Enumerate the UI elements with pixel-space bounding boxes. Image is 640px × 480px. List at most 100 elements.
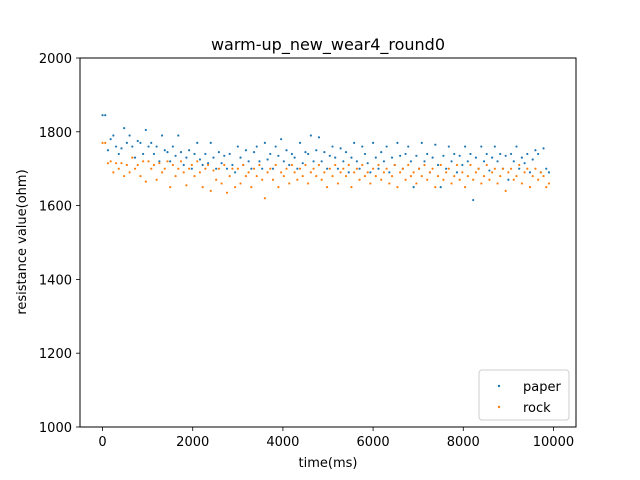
point-rock-140 (480, 182, 483, 185)
point-paper-69 (288, 163, 291, 167)
point-paper-143 (488, 169, 491, 172)
point-rock-41 (212, 169, 215, 172)
point-paper-54 (247, 160, 250, 163)
point-rock-124 (436, 174, 440, 178)
point-rock-103 (380, 178, 383, 181)
point-paper-102 (377, 167, 380, 170)
x-axis-ticks: 0 2000 4000 6000 8000 10000 (98, 427, 574, 450)
point-paper-56 (252, 151, 256, 154)
point-rock-122 (431, 167, 434, 170)
point-paper-90 (344, 151, 348, 154)
point-paper-140 (480, 145, 483, 148)
legend: paper rock (478, 369, 570, 421)
point-paper-70 (290, 152, 294, 156)
point-paper-163 (542, 147, 545, 150)
point-rock-115 (412, 171, 415, 174)
point-paper-37 (201, 163, 204, 167)
point-rock-62 (269, 167, 272, 170)
point-rock-49 (234, 186, 237, 189)
x-tick-label-8000: 8000 (447, 435, 480, 450)
point-rock-63 (271, 178, 275, 181)
point-paper-82 (323, 151, 326, 154)
point-rock-53 (244, 174, 248, 178)
point-paper-133 (461, 163, 464, 167)
point-rock-46 (225, 191, 229, 194)
y-tick-label-1800: 1800 (39, 126, 72, 141)
point-rock-87 (336, 182, 340, 185)
point-rock-116 (415, 182, 418, 185)
point-rock-27 (174, 174, 177, 178)
point-paper-134 (463, 145, 467, 148)
point-rock-119 (423, 163, 426, 167)
point-paper-116 (415, 154, 418, 157)
point-rock-22 (160, 171, 164, 174)
point-paper-119 (423, 160, 426, 163)
point-rock-68 (285, 167, 288, 170)
point-paper-104 (382, 160, 386, 163)
point-paper-23 (163, 149, 166, 152)
point-rock-113 (407, 163, 410, 167)
point-paper-5 (114, 145, 118, 148)
point-rock-157 (526, 167, 529, 170)
point-rock-17 (147, 160, 150, 163)
point-rock-81 (320, 178, 323, 181)
point-rock-70 (290, 163, 294, 167)
point-rock-66 (280, 171, 283, 174)
point-rock-38 (204, 167, 207, 170)
point-paper-128 (447, 145, 450, 148)
point-paper-30 (182, 163, 185, 167)
point-rock-131 (455, 163, 459, 167)
point-rock-108 (393, 163, 396, 167)
point-rock-148 (501, 167, 505, 170)
point-paper-68 (285, 149, 288, 152)
point-paper-65 (277, 154, 280, 157)
point-paper-149 (504, 154, 507, 157)
point-paper-40 (209, 141, 212, 144)
point-paper-94 (355, 160, 358, 163)
legend-label-paper: paper (523, 380, 561, 395)
point-paper-76 (307, 152, 310, 156)
point-paper-29 (179, 151, 183, 154)
point-rock-146 (496, 182, 499, 185)
point-paper-3 (109, 138, 112, 141)
point-rock-51 (239, 182, 242, 185)
x-tick-label-4000: 4000 (266, 435, 299, 450)
point-paper-159 (531, 158, 534, 161)
point-rock-25 (169, 186, 172, 189)
point-paper-93 (353, 141, 356, 144)
point-rock-136 (469, 163, 472, 167)
point-rock-105 (385, 167, 388, 170)
point-paper-46 (225, 167, 229, 170)
point-paper-153 (515, 145, 518, 148)
point-paper-0 (101, 114, 104, 117)
point-paper-105 (385, 145, 388, 148)
point-rock-85 (331, 174, 334, 178)
point-rock-10 (128, 171, 131, 174)
point-rock-83 (326, 186, 329, 189)
point-paper-49 (234, 171, 237, 174)
point-paper-31 (185, 156, 188, 159)
point-paper-28 (177, 134, 180, 137)
point-paper-100 (371, 141, 375, 144)
point-rock-139 (477, 167, 480, 170)
point-rock-57 (255, 174, 258, 178)
point-rock-50 (236, 167, 239, 170)
point-rock-143 (488, 178, 491, 181)
point-paper-125 (439, 186, 442, 189)
point-rock-45 (223, 163, 226, 167)
point-rock-161 (537, 178, 540, 181)
point-paper-22 (160, 134, 164, 137)
point-rock-78 (312, 167, 315, 170)
point-paper-158 (528, 171, 532, 174)
point-rock-44 (220, 182, 223, 185)
point-paper-73 (298, 141, 302, 144)
point-paper-63 (271, 167, 275, 170)
point-rock-73 (298, 167, 302, 170)
x-tick-label-2000: 2000 (176, 435, 209, 450)
point-rock-24 (166, 160, 169, 163)
point-rock-43 (217, 167, 220, 170)
point-rock-101 (374, 174, 377, 178)
point-paper-7 (120, 147, 123, 150)
point-rock-34 (193, 174, 196, 178)
point-paper-77 (309, 134, 312, 137)
